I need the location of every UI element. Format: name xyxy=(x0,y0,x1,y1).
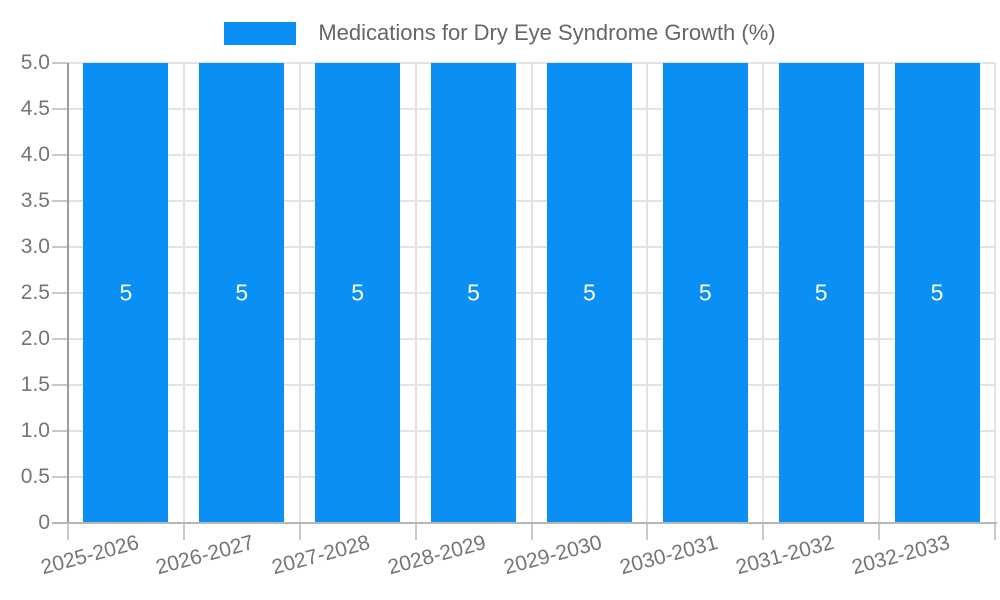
x-tick-label: 2028-2029 xyxy=(385,531,489,580)
y-tick xyxy=(52,154,68,156)
v-gridline xyxy=(298,63,301,523)
x-tick xyxy=(530,523,533,540)
bar-value-label: 5 xyxy=(583,279,596,306)
x-tick xyxy=(67,523,69,540)
bar[interactable]: 5 xyxy=(894,63,980,523)
v-gridline xyxy=(182,63,185,523)
x-tick-label: 2025-2026 xyxy=(37,531,141,580)
bar[interactable]: 5 xyxy=(431,63,517,523)
legend-swatch-icon xyxy=(224,21,297,45)
y-tick xyxy=(52,430,68,432)
v-gridline xyxy=(994,63,996,523)
bar[interactable]: 5 xyxy=(662,63,748,523)
bar-value-label: 5 xyxy=(814,279,828,306)
bar[interactable]: 5 xyxy=(546,63,632,523)
y-tick-label: 5.0 xyxy=(20,51,50,74)
bar-value-label: 5 xyxy=(930,279,944,306)
y-tick-label: 0 xyxy=(38,511,50,534)
y-tick xyxy=(52,338,68,340)
x-tick xyxy=(414,523,417,540)
y-tick xyxy=(52,384,68,386)
bar[interactable]: 5 xyxy=(315,63,401,523)
x-tick-label: 2029-2030 xyxy=(501,531,605,580)
x-tick xyxy=(878,523,881,540)
x-tick xyxy=(298,523,301,540)
x-tick xyxy=(994,523,996,540)
bar-value-label: 5 xyxy=(235,279,249,306)
bar-value-label: 5 xyxy=(467,279,480,306)
y-tick xyxy=(52,246,68,248)
v-gridline xyxy=(646,63,649,523)
v-gridline xyxy=(530,63,533,523)
y-tick xyxy=(52,62,68,64)
x-tick xyxy=(762,523,765,540)
y-tick-label: 3.5 xyxy=(20,189,50,212)
bar-value-label: 5 xyxy=(351,279,365,306)
y-tick-label: 1.5 xyxy=(20,373,50,396)
x-tick-label: 2031-2032 xyxy=(733,531,837,580)
y-axis-line xyxy=(67,63,69,523)
y-tick-label: 2.5 xyxy=(20,281,50,304)
bar[interactable]: 5 xyxy=(778,63,864,523)
bar[interactable]: 5 xyxy=(83,63,169,523)
y-tick-label: 2.0 xyxy=(20,327,50,350)
y-tick xyxy=(52,200,68,202)
y-tick-label: 1.0 xyxy=(20,419,50,442)
x-axis-line xyxy=(52,522,997,524)
v-gridline xyxy=(878,63,881,523)
y-tick-label: 4.0 xyxy=(20,143,50,166)
y-tick-label: 3.0 xyxy=(20,235,50,258)
y-tick-label: 0.5 xyxy=(20,465,50,488)
x-tick-label: 2027-2028 xyxy=(269,531,373,580)
plot-area: 5 5 5 5 5 5 5 5 xyxy=(52,62,996,540)
x-tick-label: 2032-2033 xyxy=(849,531,953,580)
bar[interactable]: 5 xyxy=(199,63,285,523)
x-tick-label: 2030-2031 xyxy=(617,531,721,580)
x-tick xyxy=(646,523,649,540)
y-tick-label: 4.5 xyxy=(20,97,50,120)
legend-label: Medications for Dry Eye Syndrome Growth … xyxy=(318,20,776,45)
y-tick xyxy=(52,476,68,478)
y-tick xyxy=(52,292,68,294)
bar-value-label: 5 xyxy=(698,279,712,306)
x-tick xyxy=(182,523,185,540)
legend[interactable]: Medications for Dry Eye Syndrome Growth … xyxy=(0,20,1000,46)
y-tick xyxy=(52,108,68,110)
bar-value-label: 5 xyxy=(119,279,133,306)
x-tick-label: 2026-2027 xyxy=(153,531,257,580)
v-gridline xyxy=(762,63,765,523)
v-gridline xyxy=(414,63,417,523)
